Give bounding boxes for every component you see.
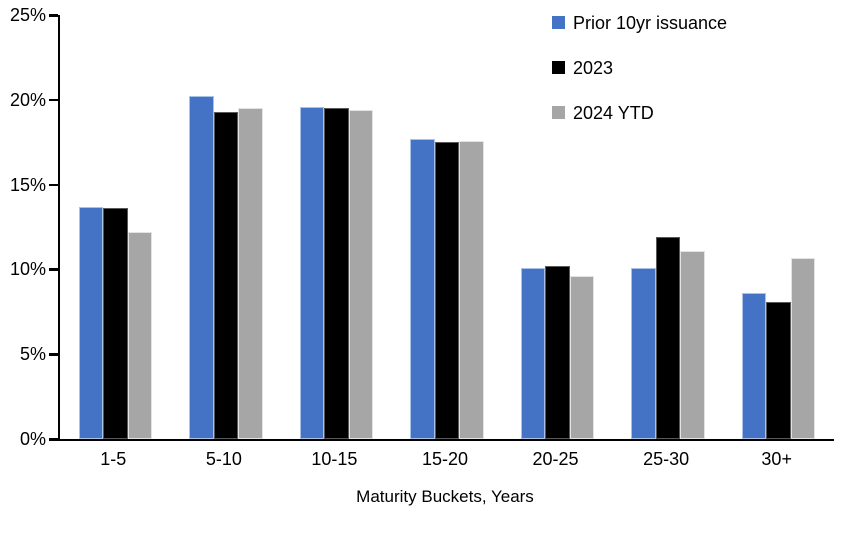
bar	[680, 250, 705, 439]
x-axis-tick-label: 10-15	[311, 449, 358, 469]
x-axis-tick-label: 5-10	[205, 449, 242, 469]
y-axis-tick-label: 20%	[9, 89, 46, 110]
y-axis-tick-mark	[49, 438, 58, 441]
legend-swatch-icon	[552, 106, 565, 119]
bar	[631, 267, 656, 439]
bar	[790, 257, 816, 439]
legend-label: 2023	[573, 58, 614, 78]
y-axis-tick-label: 15%	[9, 174, 46, 195]
bar	[766, 301, 791, 439]
bar	[569, 276, 595, 439]
y-axis-tick-label: 0%	[19, 429, 46, 449]
legend-item: 2023	[552, 58, 727, 79]
x-axis-tick-label: 1-5	[100, 449, 127, 469]
bar	[410, 138, 435, 439]
legend-item: 2024 YTD	[552, 103, 727, 124]
bar	[459, 140, 484, 439]
bar	[520, 267, 546, 439]
bar	[127, 232, 153, 439]
y-axis-tick-mark	[49, 353, 58, 356]
bar	[189, 96, 214, 439]
legend-item: Prior 10yr issuance	[552, 13, 727, 34]
bar	[299, 106, 325, 439]
y-axis-tick-label: 10%	[9, 259, 46, 280]
y-axis-tick-mark	[49, 14, 58, 17]
x-axis-tick-label: 15-20	[421, 449, 469, 469]
legend-label: 2024 YTD	[573, 103, 654, 123]
y-axis-tick-label: 5%	[19, 344, 46, 365]
bar	[213, 111, 239, 439]
legend: Prior 10yr issuance 2023 2024 YTD	[552, 13, 727, 148]
bar	[348, 109, 374, 439]
x-axis-tick-label: 20-25	[532, 449, 579, 469]
bar	[434, 142, 460, 439]
x-axis-tick-label: 25-30	[643, 449, 690, 469]
x-axis-tick-label: 30+	[761, 449, 792, 469]
bar	[741, 293, 767, 439]
y-axis-tick-mark	[49, 183, 58, 187]
bar	[238, 108, 263, 439]
bar	[545, 266, 570, 439]
plot-area	[58, 15, 834, 441]
y-axis-tick-label: 25%	[9, 5, 46, 25]
bar	[655, 237, 681, 439]
x-axis-title: Maturity Buckets, Years	[356, 487, 534, 506]
legend-label: Prior 10yr issuance	[573, 13, 728, 33]
legend-swatch-icon	[552, 61, 565, 74]
bar	[103, 208, 128, 439]
bar	[324, 108, 349, 439]
y-axis-tick-mark	[49, 268, 58, 271]
y-axis-tick-mark	[49, 98, 58, 102]
legend-swatch-icon	[552, 16, 565, 29]
bar	[78, 206, 104, 439]
